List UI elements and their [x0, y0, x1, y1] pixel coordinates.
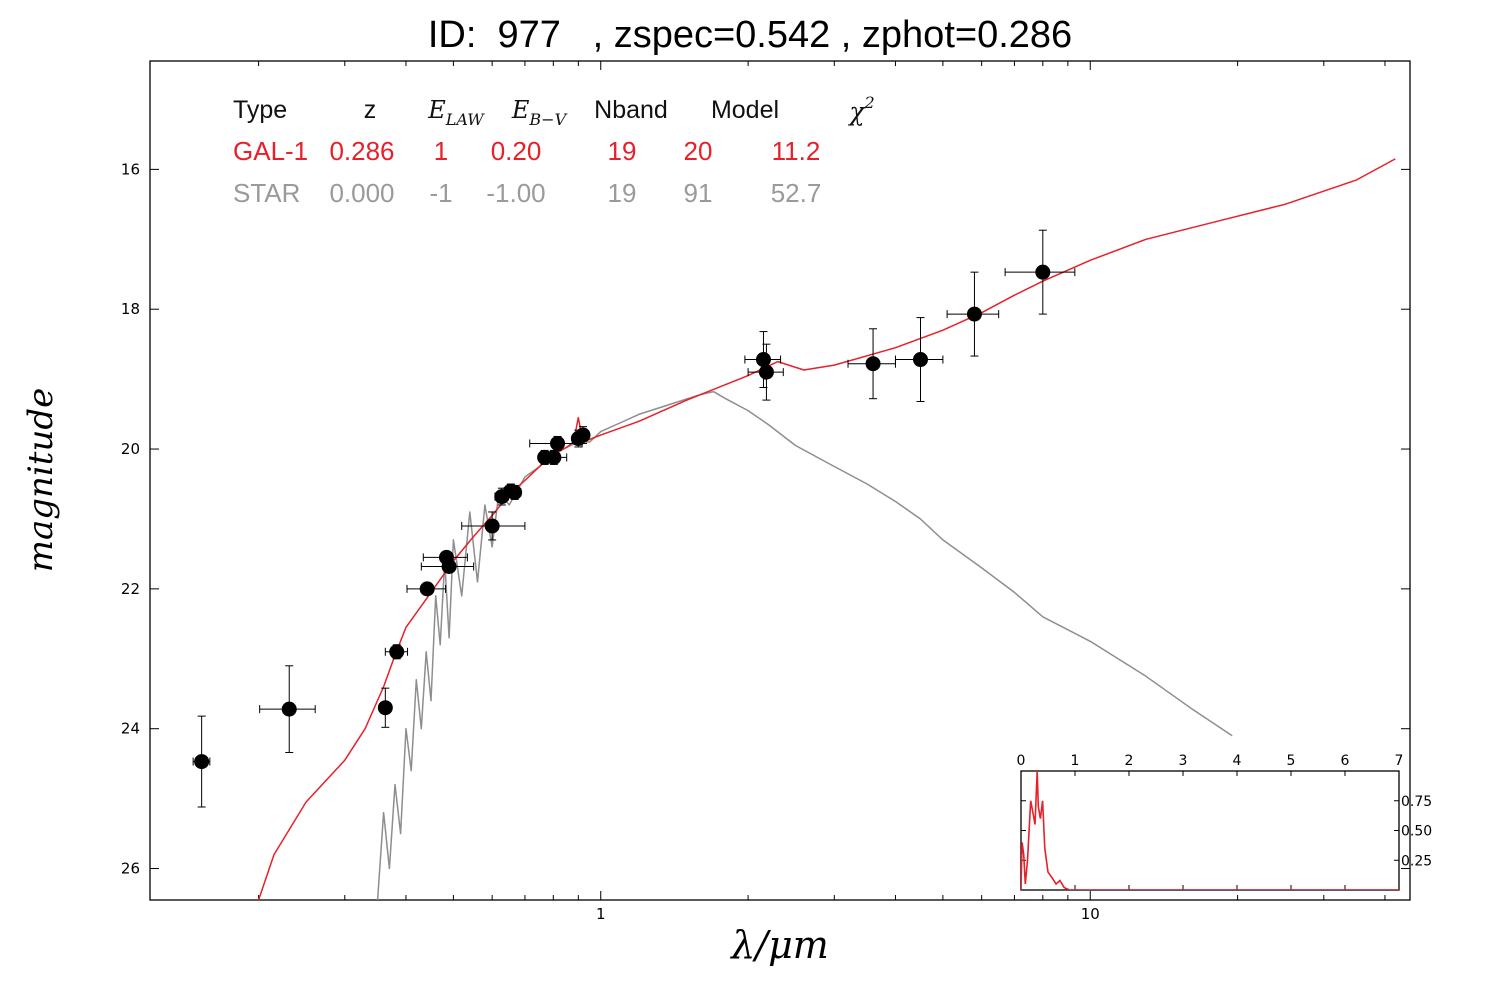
inset-x-tick-label: 3: [1179, 753, 1188, 769]
y-tick-label: 22: [121, 580, 140, 598]
marker: [912, 352, 928, 368]
table-cell: -1.00: [486, 178, 545, 208]
marker: [194, 754, 210, 770]
marker: [758, 364, 774, 380]
inset-frame: [1020, 770, 1400, 891]
marker: [575, 427, 591, 443]
table-cell: GAL-1: [233, 136, 308, 166]
table-cell: 52.7: [771, 178, 822, 208]
inset-y-tick-label: 0.75: [1401, 794, 1432, 810]
marker: [507, 484, 523, 500]
marker: [281, 701, 297, 717]
inset-x-tick-label: 4: [1233, 753, 1242, 769]
y-tick-label: 24: [121, 720, 140, 738]
x-tick-label: 10: [1081, 905, 1100, 923]
x-axis: 1 10: [258, 61, 1386, 923]
table-header-chi2: χ2: [847, 93, 874, 126]
table-cell: 19: [608, 136, 637, 166]
data-point: [461, 511, 526, 541]
data-point: [946, 271, 1000, 357]
data-point: [1004, 229, 1076, 315]
table-cell: 1: [434, 136, 448, 166]
y-tick-label: 16: [121, 160, 140, 178]
marker: [966, 306, 982, 322]
inset-series: [1021, 771, 1399, 890]
table-cell: 20: [684, 136, 713, 166]
data-point: [575, 426, 591, 444]
inset-pdz-chart: 0 1 2 3 4 5 6 7 0.25 0.50 0.75: [1017, 753, 1432, 891]
inset-x-tick-label: 5: [1287, 753, 1296, 769]
table-cell: 11.2: [772, 136, 821, 166]
data-point: [507, 484, 523, 500]
data-point: [406, 581, 447, 597]
data-point: [377, 687, 393, 728]
y-tick-label: 18: [121, 300, 140, 318]
table-cell: STAR: [233, 178, 300, 208]
marker: [755, 352, 771, 368]
marker: [550, 435, 566, 451]
inset-x-tick-label: 7: [1395, 753, 1404, 769]
y-axis-label: magnitude: [21, 388, 61, 573]
chart-title: ID: 977 , zspec=0.542 , zphot=0.286: [427, 14, 1073, 56]
inset-x-tick-label: 0: [1017, 753, 1026, 769]
data-point: [847, 328, 896, 400]
plot-frame: [149, 60, 1411, 901]
table-header: Type: [233, 96, 287, 124]
marker: [441, 558, 457, 574]
inset-y-tick-label: 0.25: [1401, 853, 1432, 869]
data-point: [420, 558, 475, 574]
data-point: [192, 715, 211, 808]
marker: [377, 700, 393, 716]
table-header-elaw: ELAW: [427, 96, 485, 129]
data-point: [894, 317, 944, 402]
table-header-ebv: EB−V: [511, 96, 568, 129]
marker: [1035, 264, 1051, 280]
x-tick-label: 1: [596, 905, 606, 923]
table-cell: -1: [429, 178, 452, 208]
marker: [389, 644, 405, 660]
x-axis-label: λ/μm: [729, 923, 829, 967]
table-cell: 19: [608, 178, 637, 208]
data-point: [744, 331, 782, 389]
marker: [419, 581, 435, 597]
observation-points: [192, 229, 1076, 808]
inset-x-tick-label: 2: [1125, 753, 1134, 769]
y-tick-label: 26: [121, 860, 140, 878]
table-cell: 0.20: [491, 136, 542, 166]
table-cell: 0.286: [329, 136, 394, 166]
table-header: Model: [711, 96, 779, 124]
table-cell: 91: [684, 178, 713, 208]
table-header: Nband: [594, 96, 668, 124]
inset-x-tick-label: 6: [1341, 753, 1350, 769]
marker: [865, 356, 881, 372]
fit-table: Type z Nband Model ELAW EB−V χ2 GAL-1 0.286 1 0.20…: [233, 93, 875, 208]
marker: [484, 518, 500, 534]
inset-axes: 0 1 2 3 4 5 6 7 0.25 0.50 0.75: [1017, 753, 1432, 890]
table-cell: 0.000: [329, 178, 394, 208]
marker: [546, 449, 562, 465]
inset-pdz-line: [1021, 771, 1399, 890]
data-point: [384, 644, 409, 660]
data-point: [259, 665, 316, 753]
inset-y-tick-label: 0.50: [1401, 824, 1432, 840]
data-point: [747, 343, 784, 401]
y-tick-label: 20: [121, 440, 140, 458]
table-header: z: [364, 96, 377, 124]
inset-x-tick-label: 1: [1071, 753, 1080, 769]
